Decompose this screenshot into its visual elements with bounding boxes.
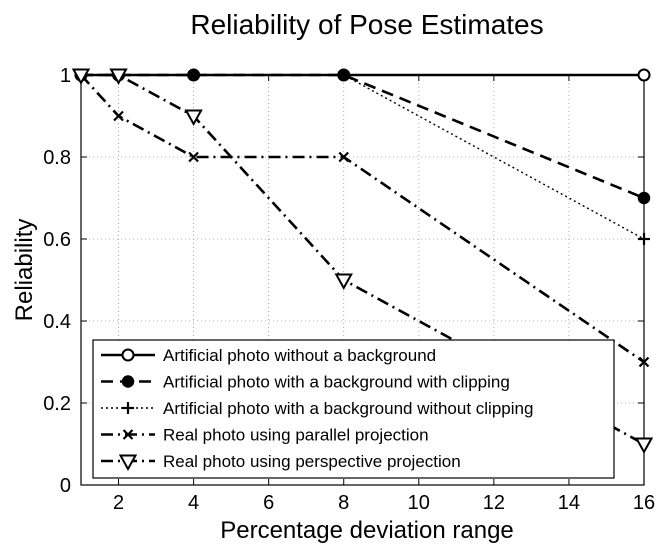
- x-tick-label: 6: [263, 492, 274, 514]
- series-line: [81, 73, 645, 200]
- y-axis-label: Reliability: [11, 219, 38, 322]
- y-tick-label: 0.8: [43, 147, 71, 169]
- x-tick-label: 12: [483, 492, 505, 514]
- series-5: [71, 68, 654, 455]
- data-point: [634, 437, 654, 455]
- legend-marker: [118, 454, 138, 472]
- data-point: [188, 151, 199, 163]
- data-point: [113, 110, 124, 122]
- data-point: [638, 233, 650, 245]
- legend: Artificial photo without a background Art…: [92, 339, 615, 479]
- legend-label: Real photo using perspective projection: [163, 452, 461, 471]
- y-tick-label: 0: [60, 475, 71, 497]
- axes: 2 4 6 8 10 12 14 16 0 0.2 0.4 0.6 0.8 1: [43, 65, 655, 514]
- data-point: [334, 273, 353, 291]
- data-point: [71, 68, 91, 86]
- legend-entry: Artificial photo with a background with …: [101, 373, 510, 392]
- x-axis-label: Percentage deviation range: [220, 517, 514, 544]
- legend-entry: Artificial photo without a background: [101, 346, 436, 365]
- legend-marker: [121, 348, 135, 362]
- legend-entry: Real photo using perspective projection: [101, 452, 461, 472]
- x-tick-label: 10: [408, 492, 430, 514]
- data-point: [337, 69, 350, 81]
- x-tick-label: 2: [113, 492, 124, 514]
- series-line: [80, 74, 645, 364]
- legend-marker: [121, 375, 135, 388]
- legend-entry: Real photo using parallel projection: [101, 426, 429, 445]
- y-tick-label: 0.2: [43, 393, 71, 415]
- x-tick-label: 8: [338, 492, 349, 514]
- x-tick-label: 4: [188, 492, 199, 514]
- y-tick-label: 0.4: [43, 311, 71, 333]
- x-tick-label: 14: [558, 492, 580, 514]
- data-point: [338, 151, 350, 163]
- legend-label: Real photo using parallel projection: [163, 426, 429, 445]
- series-group: [71, 68, 654, 455]
- data-point: [637, 68, 651, 82]
- data-point: [187, 69, 200, 81]
- data-point: [637, 191, 651, 205]
- series-2: [74, 68, 651, 205]
- legend-label: Artificial photo without a background: [163, 346, 436, 365]
- legend-box: [92, 339, 615, 479]
- y-tick-label: 1: [60, 65, 71, 87]
- data-point: [184, 109, 203, 127]
- x-tick-label: 16: [633, 492, 655, 514]
- legend-label: Artificial photo with a background witho…: [163, 399, 533, 418]
- data-point: [109, 68, 128, 86]
- legend-label: Artificial photo with a background with …: [163, 373, 510, 392]
- data-point: [638, 356, 650, 368]
- y-tick-label: 0.6: [43, 229, 71, 251]
- legend-entry: Artificial photo with a background witho…: [101, 399, 533, 418]
- chart-title: Reliability of Pose Estimates: [190, 9, 543, 40]
- legend-marker: [122, 402, 134, 414]
- series-4: [75, 69, 650, 368]
- legend-marker: [122, 429, 134, 440]
